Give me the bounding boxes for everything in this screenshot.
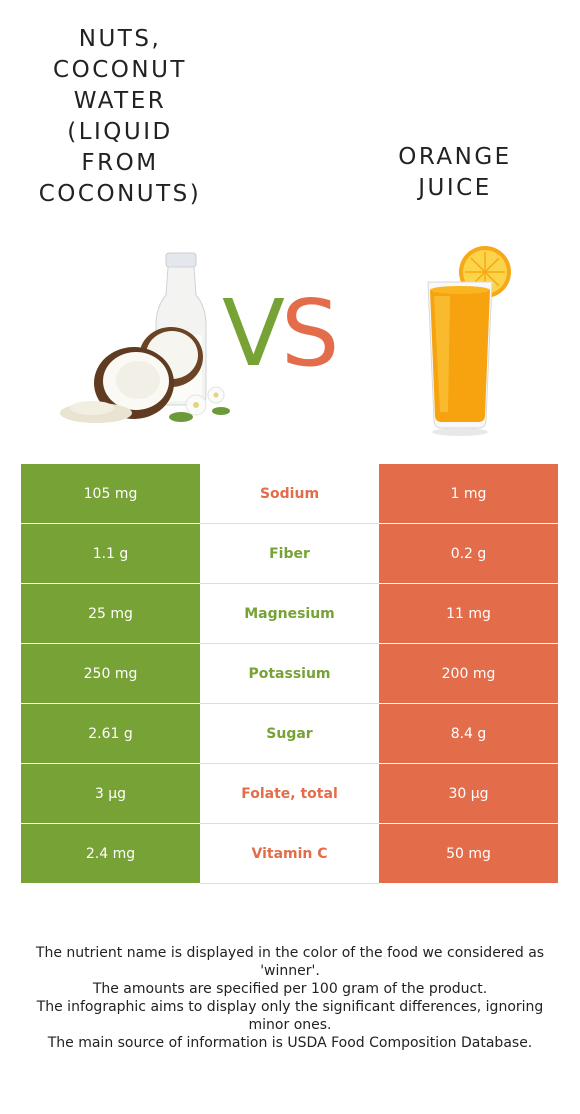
vs-v-letter: V (222, 280, 285, 387)
right-value-cell: 200 mg (379, 643, 558, 704)
nutrient-name-cell: Sodium (200, 464, 379, 524)
left-value-cell: 2.61 g (21, 703, 200, 764)
nutrient-comparison-table: 105 mg Sodium 1 mg 1.1 g Fiber 0.2 g 25 mg Magn… (21, 464, 558, 884)
table-row: 1.1 g Fiber 0.2 g (21, 523, 558, 584)
nutrient-name-cell: Sugar (200, 703, 379, 764)
nutrient-name-cell: Magnesium (200, 583, 379, 644)
footer-note-winner: The nutrient name is displayed in the co… (35, 945, 545, 979)
left-value-cell: 250 mg (21, 643, 200, 704)
nutrient-name-cell: Vitamin C (200, 823, 379, 884)
footer-notes: The nutrient name is displayed in the co… (20, 944, 560, 1052)
table-row: 250 mg Potassium 200 mg (21, 643, 558, 704)
right-value-cell: 0.2 g (379, 523, 558, 584)
left-value-cell: 1.1 g (21, 523, 200, 584)
left-value-cell: 105 mg (21, 464, 200, 524)
orange-juice-glass-image (427, 246, 511, 436)
coconut-water-image (60, 252, 230, 423)
table-row: 2.61 g Sugar 8.4 g (21, 703, 558, 764)
right-value-cell: 50 mg (379, 823, 558, 884)
right-value-cell: 1 mg (379, 464, 558, 524)
nutrient-name-cell: Folate, total (200, 763, 379, 824)
table-row: 25 mg Magnesium 11 mg (21, 583, 558, 644)
footer-note-source: The main source of information is USDA F… (47, 1035, 533, 1051)
left-food-title: NUTS, COCONUT WATER (LIQUID FROM COCONUT… (38, 26, 202, 207)
right-food-title: ORANGE JUICE (398, 144, 512, 201)
nutrient-name-cell: Potassium (200, 643, 379, 704)
right-value-cell: 30 µg (379, 763, 558, 824)
left-value-cell: 25 mg (21, 583, 200, 644)
left-value-cell: 2.4 mg (21, 823, 200, 884)
table-row: 2.4 mg Vitamin C 50 mg (21, 823, 558, 884)
footer-note-aim: The infographic aims to display only the… (36, 999, 544, 1033)
vs-label: VS (222, 286, 339, 382)
vs-s-letter: S (280, 280, 339, 387)
table-row: 105 mg Sodium 1 mg (21, 464, 558, 524)
left-value-cell: 3 µg (21, 763, 200, 824)
table-row: 3 µg Folate, total 30 µg (21, 763, 558, 824)
right-value-cell: 11 mg (379, 583, 558, 644)
footer-note-amounts: The amounts are specified per 100 gram o… (92, 981, 488, 997)
nutrient-name-cell: Fiber (200, 523, 379, 584)
right-value-cell: 8.4 g (379, 703, 558, 764)
